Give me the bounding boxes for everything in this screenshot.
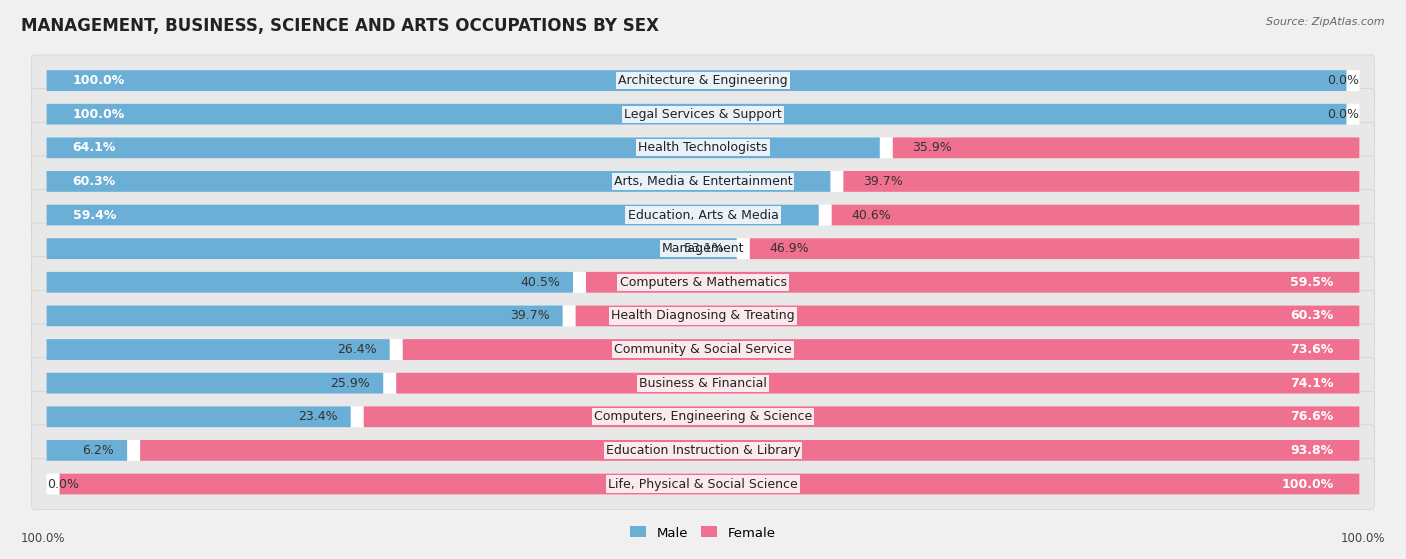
Text: 25.9%: 25.9%: [330, 377, 370, 390]
Text: Architecture & Engineering: Architecture & Engineering: [619, 74, 787, 87]
FancyBboxPatch shape: [46, 440, 1360, 461]
Text: 39.7%: 39.7%: [863, 175, 903, 188]
FancyBboxPatch shape: [46, 171, 831, 192]
FancyBboxPatch shape: [396, 373, 1360, 394]
FancyBboxPatch shape: [46, 272, 1360, 293]
FancyBboxPatch shape: [46, 238, 1360, 259]
FancyBboxPatch shape: [31, 324, 1375, 375]
FancyBboxPatch shape: [46, 373, 1360, 394]
Text: 73.6%: 73.6%: [1291, 343, 1333, 356]
FancyBboxPatch shape: [46, 406, 350, 427]
FancyBboxPatch shape: [31, 190, 1375, 240]
Text: Management: Management: [662, 242, 744, 255]
Text: 46.9%: 46.9%: [769, 242, 808, 255]
FancyBboxPatch shape: [586, 272, 1360, 293]
FancyBboxPatch shape: [893, 138, 1360, 158]
Text: 100.0%: 100.0%: [21, 532, 66, 545]
FancyBboxPatch shape: [59, 473, 1360, 495]
FancyBboxPatch shape: [141, 440, 1360, 461]
Legend: Male, Female: Male, Female: [626, 521, 780, 545]
FancyBboxPatch shape: [46, 440, 127, 461]
Text: 93.8%: 93.8%: [1291, 444, 1333, 457]
Text: Education Instruction & Library: Education Instruction & Library: [606, 444, 800, 457]
Text: 59.5%: 59.5%: [1291, 276, 1333, 289]
Text: 0.0%: 0.0%: [46, 477, 79, 490]
Text: Health Technologists: Health Technologists: [638, 141, 768, 154]
FancyBboxPatch shape: [31, 257, 1375, 308]
Text: 39.7%: 39.7%: [510, 310, 550, 323]
Text: MANAGEMENT, BUSINESS, SCIENCE AND ARTS OCCUPATIONS BY SEX: MANAGEMENT, BUSINESS, SCIENCE AND ARTS O…: [21, 17, 659, 35]
FancyBboxPatch shape: [402, 339, 1360, 360]
FancyBboxPatch shape: [46, 473, 1360, 495]
Text: Business & Financial: Business & Financial: [640, 377, 766, 390]
Text: Source: ZipAtlas.com: Source: ZipAtlas.com: [1267, 17, 1385, 27]
FancyBboxPatch shape: [31, 223, 1375, 274]
FancyBboxPatch shape: [46, 305, 1360, 326]
FancyBboxPatch shape: [31, 89, 1375, 140]
Text: Arts, Media & Entertainment: Arts, Media & Entertainment: [613, 175, 793, 188]
FancyBboxPatch shape: [31, 458, 1375, 510]
Text: 59.4%: 59.4%: [73, 209, 115, 221]
FancyBboxPatch shape: [575, 305, 1360, 326]
Text: 23.4%: 23.4%: [298, 410, 337, 423]
Text: 35.9%: 35.9%: [912, 141, 952, 154]
Text: 6.2%: 6.2%: [83, 444, 114, 457]
Text: 76.6%: 76.6%: [1291, 410, 1333, 423]
FancyBboxPatch shape: [31, 425, 1375, 476]
FancyBboxPatch shape: [31, 358, 1375, 409]
FancyBboxPatch shape: [46, 238, 737, 259]
FancyBboxPatch shape: [46, 339, 389, 360]
Text: 40.6%: 40.6%: [851, 209, 891, 221]
Text: 60.3%: 60.3%: [73, 175, 115, 188]
Text: 0.0%: 0.0%: [1327, 108, 1360, 121]
FancyBboxPatch shape: [31, 55, 1375, 106]
FancyBboxPatch shape: [46, 138, 1360, 158]
FancyBboxPatch shape: [46, 70, 1360, 91]
Text: 26.4%: 26.4%: [337, 343, 377, 356]
Text: 100.0%: 100.0%: [73, 74, 125, 87]
FancyBboxPatch shape: [46, 406, 1360, 427]
FancyBboxPatch shape: [31, 290, 1375, 342]
Text: 60.3%: 60.3%: [1291, 310, 1333, 323]
Text: Life, Physical & Social Science: Life, Physical & Social Science: [609, 477, 797, 490]
Text: Computers & Mathematics: Computers & Mathematics: [620, 276, 786, 289]
FancyBboxPatch shape: [46, 70, 1347, 91]
FancyBboxPatch shape: [31, 156, 1375, 207]
FancyBboxPatch shape: [46, 272, 574, 293]
Text: 53.1%: 53.1%: [685, 242, 724, 255]
Text: 0.0%: 0.0%: [1327, 74, 1360, 87]
FancyBboxPatch shape: [832, 205, 1360, 225]
Text: Legal Services & Support: Legal Services & Support: [624, 108, 782, 121]
FancyBboxPatch shape: [31, 391, 1375, 442]
Text: 100.0%: 100.0%: [73, 108, 125, 121]
Text: 100.0%: 100.0%: [1340, 532, 1385, 545]
FancyBboxPatch shape: [46, 373, 384, 394]
FancyBboxPatch shape: [46, 339, 1360, 360]
Text: 64.1%: 64.1%: [73, 141, 115, 154]
FancyBboxPatch shape: [46, 205, 818, 225]
Text: Education, Arts & Media: Education, Arts & Media: [627, 209, 779, 221]
FancyBboxPatch shape: [46, 104, 1360, 125]
FancyBboxPatch shape: [46, 104, 1347, 125]
FancyBboxPatch shape: [46, 171, 1360, 192]
FancyBboxPatch shape: [364, 406, 1360, 427]
FancyBboxPatch shape: [844, 171, 1360, 192]
Text: Health Diagnosing & Treating: Health Diagnosing & Treating: [612, 310, 794, 323]
Text: Community & Social Service: Community & Social Service: [614, 343, 792, 356]
FancyBboxPatch shape: [46, 305, 562, 326]
FancyBboxPatch shape: [31, 122, 1375, 173]
FancyBboxPatch shape: [46, 138, 880, 158]
Text: Computers, Engineering & Science: Computers, Engineering & Science: [593, 410, 813, 423]
Text: 74.1%: 74.1%: [1289, 377, 1333, 390]
Text: 40.5%: 40.5%: [520, 276, 560, 289]
FancyBboxPatch shape: [749, 238, 1360, 259]
Text: 100.0%: 100.0%: [1281, 477, 1333, 490]
FancyBboxPatch shape: [46, 205, 1360, 225]
